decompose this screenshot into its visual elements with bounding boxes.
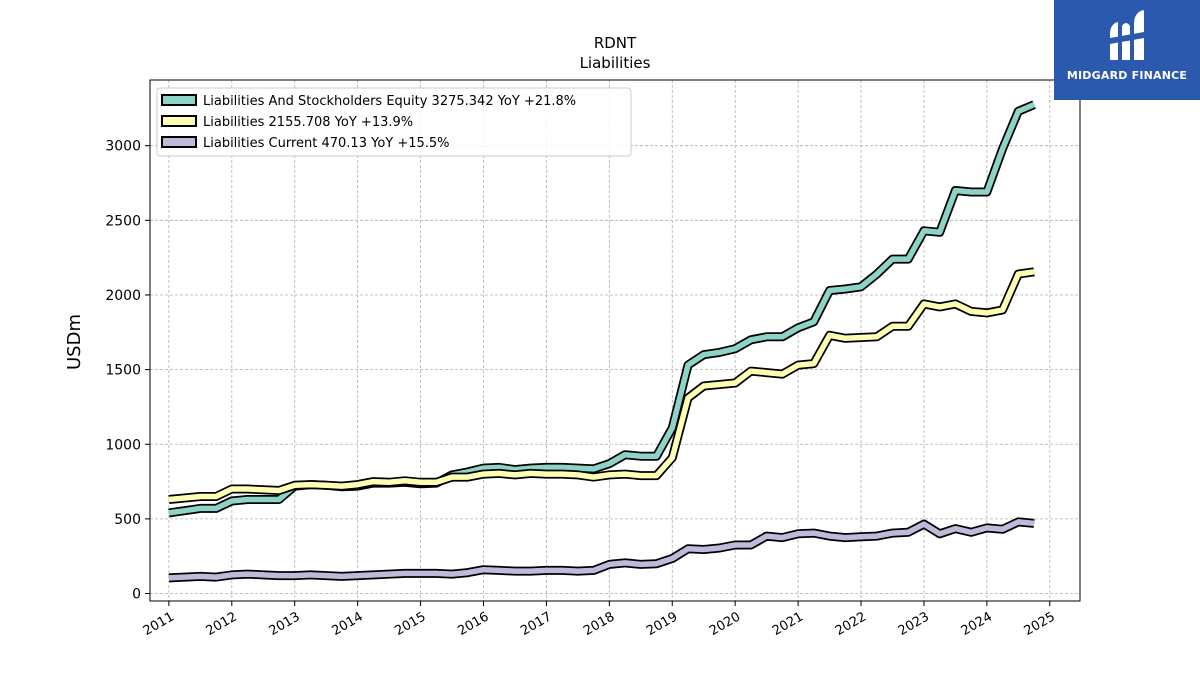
legend: Liabilities And Stockholders Equity 3275… bbox=[156, 87, 632, 157]
chart-subtitle: Liabilities bbox=[580, 54, 651, 72]
y-tick-label: 3000 bbox=[105, 139, 141, 155]
legend-label-2: Liabilities 2155.708 YoY +13.9% bbox=[203, 115, 413, 130]
x-tick-label: 2012 bbox=[204, 609, 240, 639]
logo-text: MIDGARD FINANCE bbox=[1066, 69, 1188, 82]
x-tick-label: 2024 bbox=[959, 609, 995, 639]
x-tick-label: 2011 bbox=[141, 609, 177, 639]
plot-frame bbox=[149, 79, 1081, 602]
y-tick-label: 1500 bbox=[105, 363, 141, 379]
grid-lines bbox=[150, 80, 1080, 601]
y-tick-label: 1000 bbox=[105, 437, 141, 453]
legend-box bbox=[156, 87, 632, 157]
y-axis-label: USDm bbox=[64, 314, 85, 370]
y-tick-label: 2500 bbox=[105, 213, 141, 229]
series-line-3 bbox=[168, 519, 1035, 581]
legend-swatch-1 bbox=[161, 94, 197, 106]
legend-label-3: Liabilities Current 470.13 YoY +15.5% bbox=[203, 136, 450, 151]
y-tick-label: 0 bbox=[132, 587, 141, 603]
series-line-2 bbox=[168, 269, 1035, 503]
legend-swatch-3 bbox=[161, 136, 197, 148]
y-tick-label: 2000 bbox=[105, 288, 141, 304]
series-line-1 bbox=[168, 102, 1036, 516]
x-tick-label: 2023 bbox=[896, 609, 932, 639]
legend-swatch-2 bbox=[161, 115, 197, 127]
midgard-finance-logo-icon bbox=[1110, 10, 1144, 60]
midgard-finance-logo: MIDGARD FINANCE bbox=[1054, 0, 1200, 100]
legend-label-1: Liabilities And Stockholders Equity 3275… bbox=[203, 94, 576, 109]
x-tick-label: 2020 bbox=[707, 609, 743, 639]
chart-title: RDNT bbox=[594, 34, 637, 52]
x-tick-label: 2016 bbox=[455, 609, 491, 639]
series-outline-1 bbox=[168, 100, 1036, 518]
x-tick-label: 2013 bbox=[267, 609, 303, 639]
x-tick-label: 2014 bbox=[329, 609, 365, 639]
y-tick-label: 500 bbox=[114, 512, 141, 528]
x-tick-label: 2022 bbox=[833, 609, 869, 639]
x-tick-label: 2018 bbox=[581, 609, 617, 639]
x-tick-label: 2015 bbox=[392, 609, 428, 639]
x-tick-label: 2019 bbox=[644, 609, 680, 639]
x-tick-label: 2025 bbox=[1022, 609, 1058, 639]
x-tick-label: 2021 bbox=[770, 609, 806, 639]
axis-ticks: 2011 2012 2013 2014 2015 2016 2017 2018 2019 2020… bbox=[105, 139, 1057, 639]
series-layer bbox=[168, 100, 1036, 583]
x-tick-label: 2017 bbox=[518, 609, 554, 639]
